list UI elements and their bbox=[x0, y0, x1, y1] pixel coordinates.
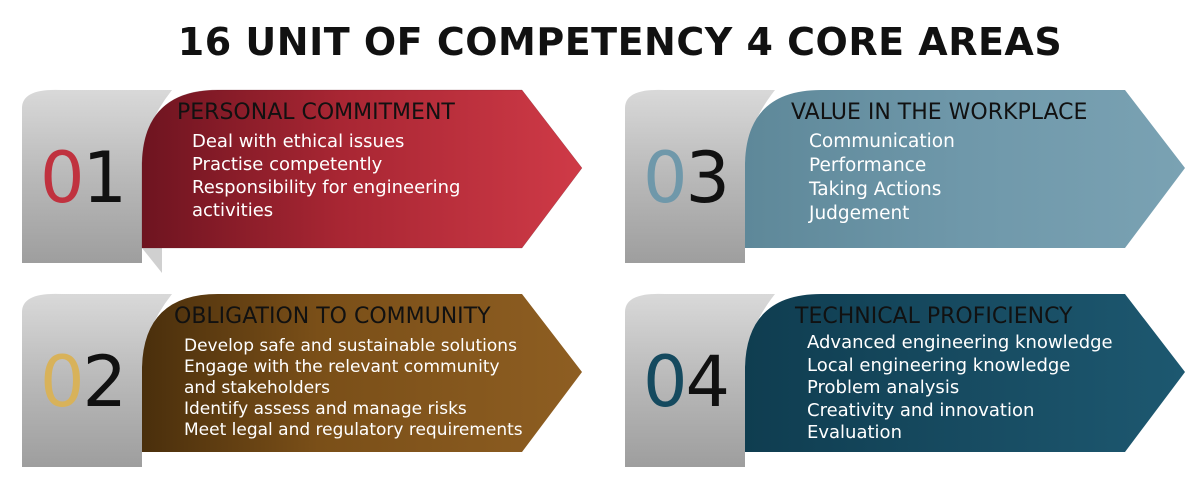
area-number-second-digit: 3 bbox=[685, 137, 731, 219]
list-item: Performance bbox=[809, 155, 927, 176]
area-items: Develop safe and sustainable solutions E… bbox=[184, 336, 554, 441]
area-number: 01 bbox=[40, 137, 128, 219]
card-shape bbox=[22, 293, 582, 467]
card-shape bbox=[625, 293, 1185, 467]
list-item: Taking Actions bbox=[809, 179, 942, 200]
list-item: Creativity and innovation bbox=[807, 399, 1035, 421]
list-item: Develop safe and sustainable solutions bbox=[184, 336, 517, 356]
list-item: Advanced engineering knowledge bbox=[807, 332, 1113, 353]
list-item: Local engineering knowledge bbox=[807, 354, 1071, 376]
list-item: Engage with the relevant community bbox=[184, 357, 500, 377]
area-heading: OBLIGATION TO COMMUNITY bbox=[174, 304, 491, 329]
core-area-card-3: 03 VALUE IN THE WORKPLACE Communication … bbox=[625, 88, 1185, 273]
area-number-first-digit: 0 bbox=[40, 137, 85, 219]
list-item: Judgement bbox=[809, 203, 910, 224]
list-item: Meet legal and regulatory requirements bbox=[184, 420, 523, 440]
list-item: Evaluation bbox=[807, 422, 902, 443]
core-area-card-4: 04 TECHNICAL PROFICIENCY Advanced engine… bbox=[625, 292, 1185, 477]
area-heading: PERSONAL COMMITMENT bbox=[177, 100, 455, 125]
area-number-first-digit: 0 bbox=[643, 137, 688, 219]
card-shape bbox=[22, 89, 583, 273]
list-item: Deal with ethical issues bbox=[192, 131, 405, 152]
area-items: Communication Performance Taking Actions… bbox=[809, 130, 1169, 226]
area-number-first-digit: 0 bbox=[643, 341, 688, 423]
page-title: 16 UNIT OF COMPETENCY 4 CORE AREAS bbox=[177, 20, 1063, 64]
list-item: Practise competently bbox=[192, 154, 383, 175]
area-heading: TECHNICAL PROFICIENCY bbox=[795, 304, 1073, 329]
area-number: 03 bbox=[643, 137, 731, 219]
card-shape bbox=[625, 89, 1185, 264]
area-items: Deal with ethical issues Practise compet… bbox=[192, 130, 552, 222]
area-number-first-digit: 0 bbox=[40, 341, 85, 423]
list-item: Identify assess and manage risks bbox=[184, 399, 467, 419]
area-items: Advanced engineering knowledge Local eng… bbox=[807, 332, 1167, 445]
list-item: Problem analysis bbox=[807, 377, 960, 398]
area-number-second-digit: 1 bbox=[82, 137, 128, 219]
list-item: and stakeholders bbox=[184, 378, 331, 398]
area-number-second-digit: 2 bbox=[82, 341, 128, 423]
list-item: activities bbox=[192, 200, 274, 221]
area-number: 04 bbox=[643, 341, 731, 423]
core-area-card-1: 01 PERSONAL COMMITMENT Deal with ethical… bbox=[22, 88, 583, 273]
area-heading: VALUE IN THE WORKPLACE bbox=[791, 100, 1088, 125]
list-item: Responsibility for engineering bbox=[192, 177, 461, 198]
area-number-second-digit: 4 bbox=[685, 341, 731, 423]
area-number: 02 bbox=[40, 341, 128, 423]
list-item: Communication bbox=[809, 131, 955, 152]
core-area-card-2: 02 OBLIGATION TO COMMUNITY Develop safe … bbox=[22, 292, 582, 477]
